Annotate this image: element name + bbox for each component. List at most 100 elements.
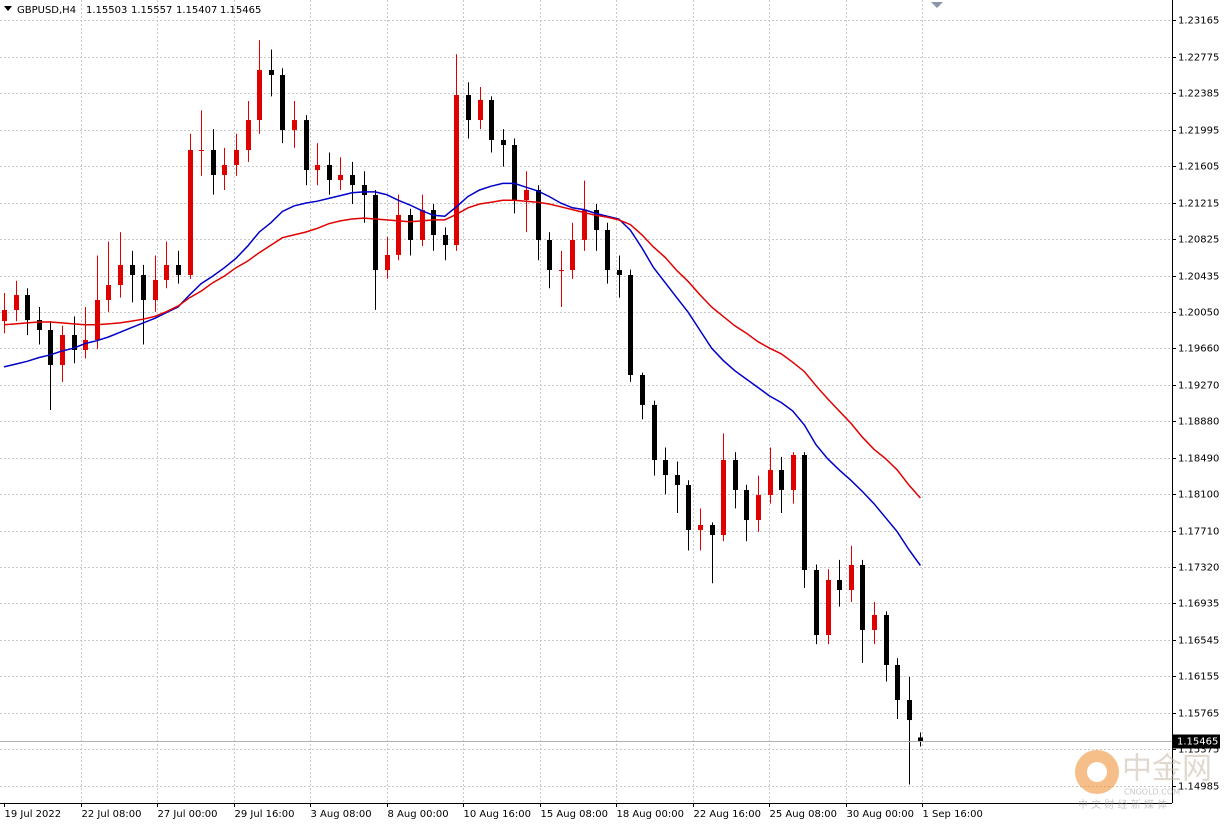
candle-body xyxy=(14,295,19,311)
candle-body xyxy=(524,189,529,201)
header-high: 1.15557 xyxy=(131,5,172,16)
candle-body xyxy=(408,214,413,240)
header-close: 1.15465 xyxy=(220,5,261,16)
candle-body xyxy=(176,264,181,276)
y-tick-label: 1.17320 xyxy=(1178,563,1219,574)
y-tick-label: 1.18490 xyxy=(1178,454,1219,465)
x-tick-label: 27 Jul 00:00 xyxy=(158,809,218,820)
menu-triangle[interactable] xyxy=(4,6,12,11)
x-tick-label: 8 Aug 00:00 xyxy=(388,809,449,820)
watermark-logo-inner xyxy=(1087,762,1107,782)
candle-body xyxy=(582,210,587,240)
shift-marker[interactable] xyxy=(931,2,943,8)
y-tick-label: 1.19270 xyxy=(1178,381,1219,392)
candle-body xyxy=(83,339,88,351)
candle-body xyxy=(710,525,715,536)
x-tick-label: 3 Aug 08:00 xyxy=(311,809,372,820)
candle-body xyxy=(246,120,251,151)
candle-body xyxy=(605,229,610,271)
candle-body xyxy=(652,404,657,461)
candle-body xyxy=(559,270,564,272)
candle-body xyxy=(48,329,53,365)
candle-body xyxy=(118,264,123,286)
candle-body xyxy=(698,525,703,530)
x-tick-label: 22 Aug 16:00 xyxy=(694,809,761,820)
candle-body xyxy=(814,570,819,636)
candle-body xyxy=(443,235,448,246)
x-tick-label: 10 Aug 16:00 xyxy=(464,809,531,820)
candle-body xyxy=(199,150,204,152)
axes: 1.23165 1.22775 1.22385 1.21995 1.21605 1.212… xyxy=(4,16,1220,820)
watermark: 中金网 CNGOLD.COM 中 文 财 经 新 媒 体 xyxy=(1075,750,1212,811)
candle-body xyxy=(280,75,285,130)
candle-body xyxy=(234,150,239,165)
x-tick-label: 1 Sep 16:00 xyxy=(923,809,983,820)
candle-body xyxy=(257,70,262,121)
candle-body xyxy=(884,614,889,665)
candle-body xyxy=(420,210,425,240)
candle-body xyxy=(536,189,541,240)
moving-average xyxy=(3,182,922,566)
candle-body xyxy=(292,120,297,130)
symbol: GBPUSD,H4 xyxy=(17,5,76,16)
y-tick-label: 1.20825 xyxy=(1178,235,1219,246)
candle-body xyxy=(304,120,309,171)
candle-body xyxy=(872,614,877,630)
x-tick-label: 29 Jul 16:00 xyxy=(235,809,295,820)
current-price-box xyxy=(1172,734,1220,749)
candle-body xyxy=(860,564,865,630)
candle-body xyxy=(478,100,483,121)
y-tick-label: 1.23165 xyxy=(1178,16,1219,27)
y-tick-label: 1.16155 xyxy=(1178,672,1219,683)
candle-body xyxy=(756,495,761,521)
candle-body xyxy=(454,95,459,246)
header-low: 1.15407 xyxy=(176,5,217,16)
y-tick-label: 1.20050 xyxy=(1178,308,1219,319)
x-tick-label: 25 Aug 08:00 xyxy=(770,809,837,820)
watermark-site: CNGOLD.COM xyxy=(1124,788,1180,797)
y-tick-label: 1.18100 xyxy=(1178,490,1219,501)
candle-body xyxy=(222,164,227,176)
candle-body xyxy=(594,210,599,230)
y-tick-label: 1.15375 xyxy=(1178,745,1219,756)
y-tick-label: 1.21995 xyxy=(1178,126,1219,137)
candle-body xyxy=(837,579,842,590)
y-tick-label: 1.21605 xyxy=(1178,162,1219,173)
current-price-label: 1.15465 xyxy=(1177,737,1218,748)
candle-body xyxy=(489,100,494,140)
candle-body xyxy=(60,335,65,365)
candle-body xyxy=(2,310,7,322)
plot-area xyxy=(0,40,1172,785)
y-tick-label: 1.19660 xyxy=(1178,344,1219,355)
y-tick-label: 1.16935 xyxy=(1178,599,1219,610)
candle-body xyxy=(188,150,193,276)
candle-body xyxy=(431,210,436,236)
candle-body xyxy=(106,285,111,301)
candle-body xyxy=(362,185,367,196)
candle-body xyxy=(164,264,169,280)
candle-body xyxy=(315,164,320,171)
x-tick-label: 22 Jul 08:00 xyxy=(82,809,142,820)
y-tick-label: 1.15765 xyxy=(1178,709,1219,720)
grid xyxy=(0,0,1172,803)
candle-body xyxy=(918,737,923,742)
candle-body xyxy=(501,139,506,146)
candle-body xyxy=(37,320,42,330)
y-tick-label: 1.18880 xyxy=(1178,417,1219,428)
candle-body xyxy=(141,275,146,301)
candle-body xyxy=(744,489,749,521)
candle-body xyxy=(350,175,355,186)
x-tick-label: 19 Jul 2022 xyxy=(5,809,62,820)
x-tick-label: 18 Aug 00:00 xyxy=(617,809,684,820)
candle-body xyxy=(95,300,100,340)
candle-body xyxy=(907,700,912,721)
candle-body xyxy=(153,279,158,301)
watermark-slogan: 中 文 财 经 新 媒 体 xyxy=(1078,798,1167,811)
candle-body xyxy=(385,254,390,271)
candle-body xyxy=(617,270,622,276)
y-tick-label: 1.14985 xyxy=(1178,782,1219,793)
header-open: 1.15503 xyxy=(86,5,127,16)
candle-body xyxy=(895,664,900,701)
candle-body xyxy=(512,145,517,201)
